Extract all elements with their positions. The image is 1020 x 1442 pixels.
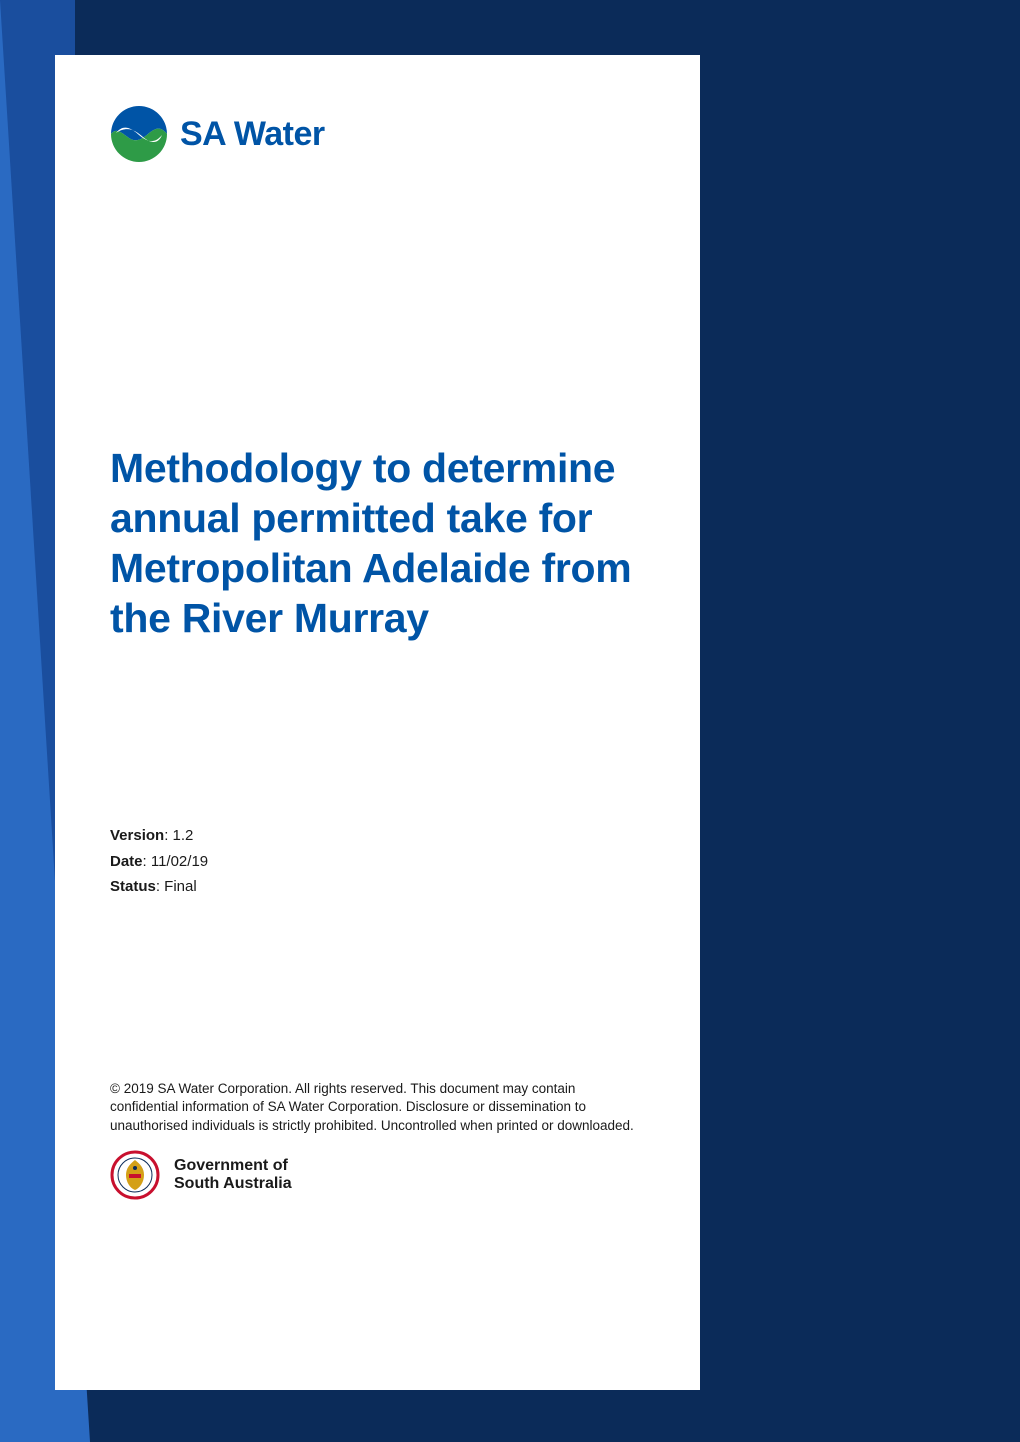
document-page: SA Water Methodology to determine annual…: [55, 55, 700, 1390]
copyright-notice: © 2019 SA Water Corporation. All rights …: [110, 1080, 640, 1137]
sa-water-logo-block: SA Water: [110, 105, 655, 163]
sa-water-logo-text: SA Water: [180, 115, 325, 154]
meta-status-label: Status: [110, 878, 156, 895]
meta-version-value: : 1.2: [164, 827, 193, 844]
meta-status: Status: Final: [110, 874, 655, 900]
meta-date-value: : 11/02/19: [143, 853, 209, 870]
document-title: Methodology to determine annual permitte…: [110, 443, 655, 643]
meta-date: Date: 11/02/19: [110, 849, 655, 875]
gov-line2: South Australia: [174, 1175, 292, 1193]
government-sa-block: Government of South Australia: [110, 1150, 655, 1200]
meta-version: Version: 1.2: [110, 823, 655, 849]
sa-water-wave-icon: [110, 105, 168, 163]
government-sa-crest-icon: [110, 1150, 160, 1200]
meta-date-label: Date: [110, 853, 143, 870]
government-sa-text: Government of South Australia: [174, 1157, 292, 1194]
gov-line1: Government of: [174, 1157, 292, 1175]
sa-water-logo: SA Water: [110, 105, 655, 163]
meta-version-label: Version: [110, 827, 164, 844]
document-meta: Version: 1.2 Date: 11/02/19 Status: Fina…: [110, 823, 655, 900]
meta-status-value: : Final: [156, 878, 197, 895]
